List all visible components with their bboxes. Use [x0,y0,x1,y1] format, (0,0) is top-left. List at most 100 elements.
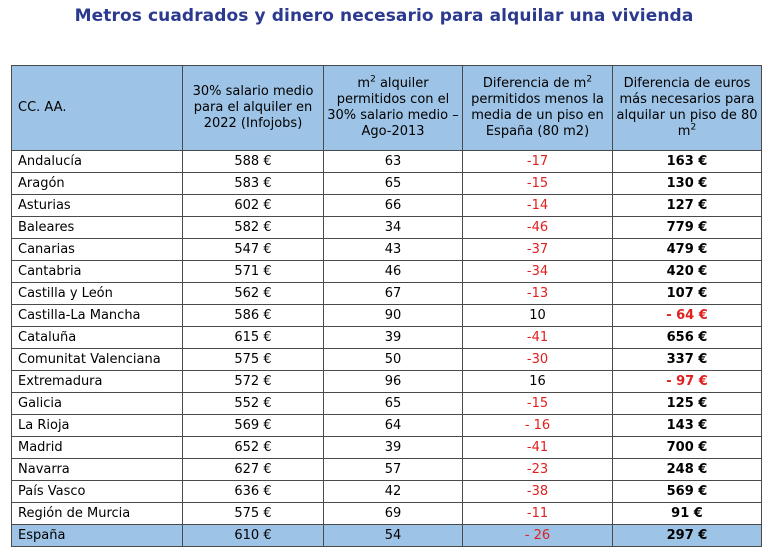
m2-cell: 39 [323,436,463,459]
salary-cell: 627 € [182,458,324,481]
salary-cell: 588 € [182,150,324,173]
diff-euros-cell: - 97 € [612,370,762,393]
header-salary: 30% salario medio para el alquiler en 20… [182,65,324,151]
m2-cell: 43 [323,238,463,261]
region-cell: La Rioja [11,414,183,437]
header-diff-euros: Diferencia de euros más necesarios para … [612,65,762,151]
table-row: Canarias 547 €43 -37 479 € [11,238,762,261]
salary-cell: 575 € [182,502,324,525]
table-row-total: España 610 €54- 26 297 € [11,524,762,547]
region-cell: Navarra [11,458,183,481]
diff-m2-cell: 16 [462,370,613,393]
region-cell: Madrid [11,436,183,459]
m2-cell: 66 [323,194,463,217]
page-title: Metros cuadrados y dinero necesario para… [74,6,694,26]
m2-cell: 50 [323,348,463,371]
salary-cell: 636 € [182,480,324,503]
table-row: Castilla-La Mancha 586 €90 10- 64 € [11,304,762,327]
diff-euros-cell: 143 € [612,414,762,437]
diff-euros-cell: 700 € [612,436,762,459]
salary-cell: 562 € [182,282,324,305]
table-row: Asturias 602 €66 -14 127 € [11,194,762,217]
salary-cell: 652 € [182,436,324,459]
salary-cell: 575 € [182,348,324,371]
salary-cell: 615 € [182,326,324,349]
diff-m2-cell: -41 [462,436,613,459]
m2-cell: 64 [323,414,463,437]
diff-m2-cell: - 26 [462,524,613,547]
salary-cell: 572 € [182,370,324,393]
salary-cell: 610 € [182,524,324,547]
diff-m2-cell: -34 [462,260,613,283]
diff-euros-cell: 420 € [612,260,762,283]
table-row: Región de Murcia 575 €69 -11 91 € [11,502,762,525]
diff-euros-cell: 127 € [612,194,762,217]
header-diff-m2: Diferencia de m2 permitidos menos la med… [462,65,613,151]
m2-cell: 42 [323,480,463,503]
diff-euros-cell: 479 € [612,238,762,261]
salary-cell: 586 € [182,304,324,327]
table-row: Galicia 552 €65 -15 125 € [11,392,762,415]
salary-cell: 552 € [182,392,324,415]
m2-cell: 90 [323,304,463,327]
diff-euros-cell: 779 € [612,216,762,239]
diff-euros-cell: 569 € [612,480,762,503]
diff-euros-cell: 248 € [612,458,762,481]
table-row: País Vasco 636 €42 -38 569 € [11,480,762,503]
table-row: La Rioja 569 €64- 16 143 € [11,414,762,437]
region-cell: Cantabria [11,260,183,283]
diff-euros-cell: 107 € [612,282,762,305]
region-cell: Castilla y León [11,282,183,305]
diff-m2-cell: -38 [462,480,613,503]
region-cell: España [11,524,183,547]
diff-euros-cell: 337 € [612,348,762,371]
region-cell: Cataluña [11,326,183,349]
table-row: Extremadura 572 €96 16- 97 € [11,370,762,393]
diff-euros-cell: 656 € [612,326,762,349]
region-cell: Aragón [11,172,183,195]
region-cell: Castilla-La Mancha [11,304,183,327]
header-region: CC. AA. [11,65,183,151]
region-cell: País Vasco [11,480,183,503]
diff-euros-cell: 297 € [612,524,762,547]
diff-euros-cell: 125 € [612,392,762,415]
m2-cell: 34 [323,216,463,239]
region-cell: Comunitat Valenciana [11,348,183,371]
diff-m2-cell: 10 [462,304,613,327]
salary-cell: 547 € [182,238,324,261]
diff-euros-cell: - 64 € [612,304,762,327]
table-row: Aragón 583 €65 -15 130 € [11,172,762,195]
diff-m2-cell: -30 [462,348,613,371]
diff-euros-cell: 91 € [612,502,762,525]
m2-cell: 63 [323,150,463,173]
m2-cell: 65 [323,172,463,195]
region-cell: Galicia [11,392,183,415]
table-row: Baleares 582 €34 -46 779 € [11,216,762,239]
diff-m2-cell: -17 [462,150,613,173]
diff-m2-cell: -23 [462,458,613,481]
region-cell: Baleares [11,216,183,239]
m2-cell: 69 [323,502,463,525]
table-row: Cantabria 571 €46 -34 420 € [11,260,762,283]
diff-euros-cell: 163 € [612,150,762,173]
table-row: Andalucía 588 €63 -17 163 € [11,150,762,173]
region-cell: Región de Murcia [11,502,183,525]
table-row: Comunitat Valenciana 575 €50 -30 337 € [11,348,762,371]
region-cell: Andalucía [11,150,183,173]
region-cell: Extremadura [11,370,183,393]
m2-cell: 96 [323,370,463,393]
diff-m2-cell: -13 [462,282,613,305]
diff-m2-cell: -11 [462,502,613,525]
diff-m2-cell: -14 [462,194,613,217]
table-row: Cataluña 615 €39 -41 656 € [11,326,762,349]
diff-euros-cell: 130 € [612,172,762,195]
table-row: Madrid 652 €39 -41 700 € [11,436,762,459]
region-cell: Asturias [11,194,183,217]
region-cell: Canarias [11,238,183,261]
diff-m2-cell: -46 [462,216,613,239]
m2-cell: 39 [323,326,463,349]
m2-cell: 46 [323,260,463,283]
salary-cell: 571 € [182,260,324,283]
table-row: Navarra 627 €57 -23 248 € [11,458,762,481]
diff-m2-cell: - 16 [462,414,613,437]
